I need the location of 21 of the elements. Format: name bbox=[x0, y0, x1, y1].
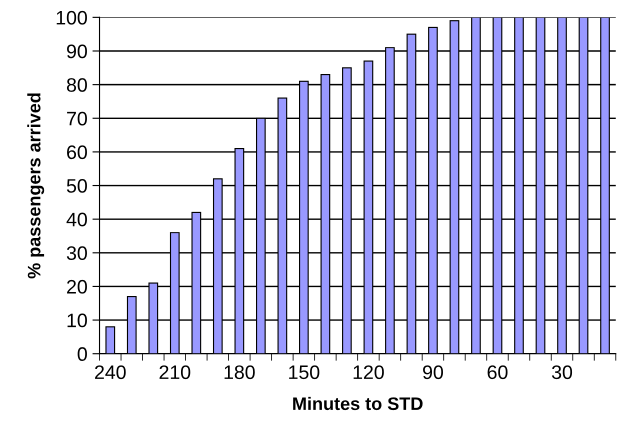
x-tick-label: 120 bbox=[354, 365, 384, 380]
x-tick-label: 90 bbox=[423, 365, 443, 380]
y-tick-label: 100 bbox=[56, 10, 87, 25]
x-tick-label: 180 bbox=[224, 365, 255, 380]
y-tick-label: 10 bbox=[68, 314, 87, 328]
y-tick-label: 60 bbox=[67, 145, 87, 160]
y-axis-title: % passengers arrived bbox=[27, 93, 44, 278]
y-tick-label: 30 bbox=[66, 246, 87, 260]
y-tick-label: 50 bbox=[66, 179, 87, 193]
x-tick-label: 30 bbox=[552, 365, 572, 380]
y-tick-label: 70 bbox=[67, 112, 87, 126]
x-axis-title: Minutes to STD bbox=[293, 396, 423, 410]
x-tick-label: 210 bbox=[160, 365, 190, 380]
y-tick-label: 90 bbox=[67, 44, 87, 58]
x-tick-label: 240 bbox=[95, 365, 126, 380]
y-tick-label: 80 bbox=[66, 78, 87, 92]
x-tick-label: 150 bbox=[289, 365, 320, 380]
y-tick-label: 0 bbox=[78, 347, 87, 361]
y-tick-label: 20 bbox=[67, 280, 87, 294]
x-tick-label: 60 bbox=[488, 365, 508, 380]
y-tick-label: 40 bbox=[66, 212, 87, 226]
